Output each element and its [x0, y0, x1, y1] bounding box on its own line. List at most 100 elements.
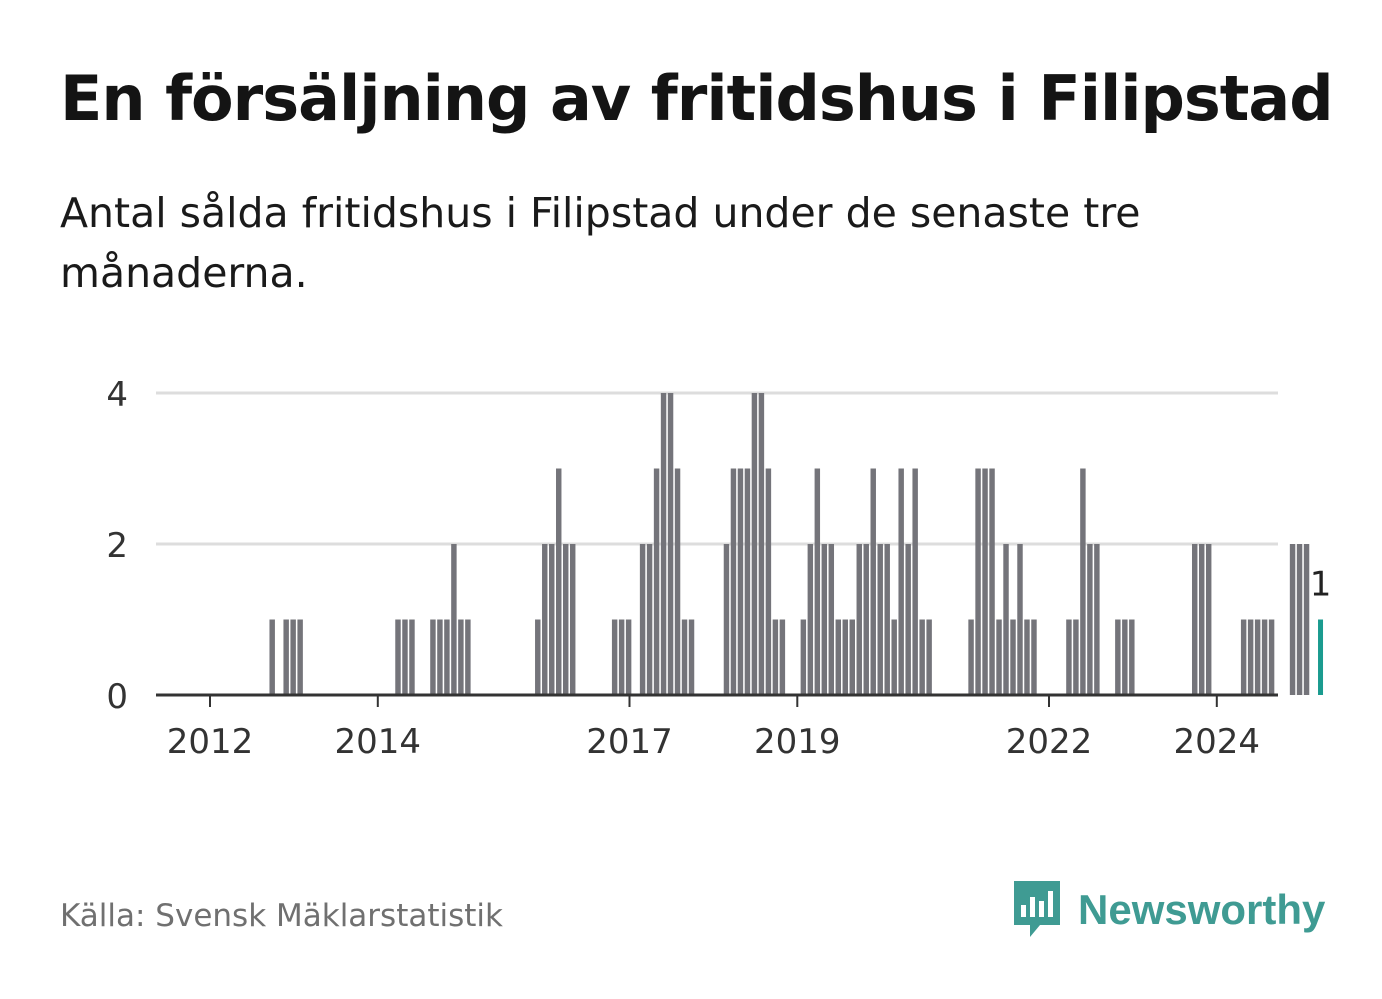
bar — [744, 468, 751, 695]
bar — [681, 619, 688, 695]
bar — [919, 619, 925, 695]
bar — [779, 619, 786, 695]
bar — [1017, 544, 1023, 695]
bar — [444, 619, 450, 695]
bar — [1268, 619, 1275, 695]
bar — [1205, 544, 1212, 695]
bar — [723, 544, 730, 695]
x-tick-label: 2017 — [586, 722, 673, 762]
bar — [451, 544, 457, 695]
bar — [283, 619, 289, 695]
bar — [430, 619, 436, 695]
axis-layer — [156, 693, 1278, 707]
bar — [1303, 544, 1310, 695]
bar — [842, 619, 849, 695]
bar — [1094, 544, 1100, 695]
x-tick-label: 2019 — [754, 722, 841, 762]
brand-name: Newsworthy — [1078, 886, 1326, 933]
bar — [1003, 544, 1009, 695]
bar — [968, 619, 974, 695]
y-tick-label: 4 — [106, 375, 128, 415]
bar-layer — [269, 393, 1324, 695]
bar — [849, 619, 855, 695]
bar — [730, 468, 737, 695]
bar — [535, 619, 541, 695]
bar — [884, 544, 890, 695]
annotation-halo: 1 — [1310, 565, 1332, 605]
bar — [402, 619, 408, 695]
bar — [653, 468, 660, 695]
x-tick-label: 2024 — [1174, 722, 1261, 762]
bar — [395, 619, 401, 695]
bar — [807, 544, 814, 695]
bar — [1129, 619, 1135, 695]
x-tick-label: 2014 — [335, 722, 422, 762]
bar — [1115, 619, 1121, 695]
bar — [989, 468, 995, 695]
bar — [1010, 619, 1016, 695]
brand-logo[interactable]: Newsworthy — [1010, 878, 1325, 942]
bar — [863, 544, 869, 695]
bar — [667, 393, 674, 695]
bar — [556, 468, 562, 695]
bar — [898, 468, 904, 695]
bar — [926, 619, 932, 695]
bar — [409, 619, 415, 695]
grid-layer — [156, 391, 1278, 546]
bar — [800, 619, 807, 695]
bar — [877, 544, 883, 695]
bar — [1261, 619, 1268, 695]
bar — [618, 619, 625, 695]
bar — [772, 619, 779, 695]
bar — [1080, 468, 1086, 695]
bar — [1024, 619, 1030, 695]
bar — [1087, 544, 1093, 695]
bar — [660, 393, 667, 695]
bar — [688, 619, 695, 695]
bar — [758, 393, 765, 695]
bar — [1122, 619, 1128, 695]
bar — [1254, 619, 1261, 695]
y-tick-label: 0 — [106, 677, 128, 717]
bar — [828, 544, 835, 695]
bar — [646, 544, 653, 695]
bar — [975, 468, 981, 695]
bar — [569, 544, 576, 695]
bar — [562, 544, 569, 695]
bar — [1031, 619, 1037, 695]
bar — [891, 619, 897, 695]
bar — [751, 393, 758, 695]
bar — [297, 619, 303, 695]
chart-subtitle: Antal sålda fritidshus i Filipstad under… — [60, 189, 1141, 297]
bar — [465, 619, 471, 695]
bar — [814, 468, 821, 695]
bar — [856, 544, 862, 695]
bar — [1066, 619, 1072, 695]
y-tick-label: 2 — [106, 526, 128, 566]
bar — [625, 619, 632, 695]
bar — [996, 619, 1002, 695]
bar — [765, 468, 772, 695]
source-note: Källa: Svensk Mäklarstatistik — [60, 898, 503, 934]
bar — [1289, 544, 1296, 695]
bar — [1247, 619, 1254, 695]
bar — [1073, 619, 1079, 695]
bar — [982, 468, 988, 695]
bar — [674, 468, 681, 695]
bar — [458, 619, 464, 695]
bar — [905, 544, 911, 695]
bar — [639, 544, 646, 695]
bar — [1240, 619, 1247, 695]
newsworthy-logo-icon — [1014, 881, 1060, 937]
bar — [821, 544, 828, 695]
bar — [290, 619, 296, 695]
chart-title: En försäljning av fritidshus i Filipstad — [60, 62, 1334, 135]
x-tick-label: 2012 — [167, 722, 254, 762]
x-tick-label: 2022 — [1006, 722, 1093, 762]
bar — [269, 619, 275, 695]
bar — [611, 619, 618, 695]
bar — [1198, 544, 1205, 695]
bar — [870, 468, 876, 695]
